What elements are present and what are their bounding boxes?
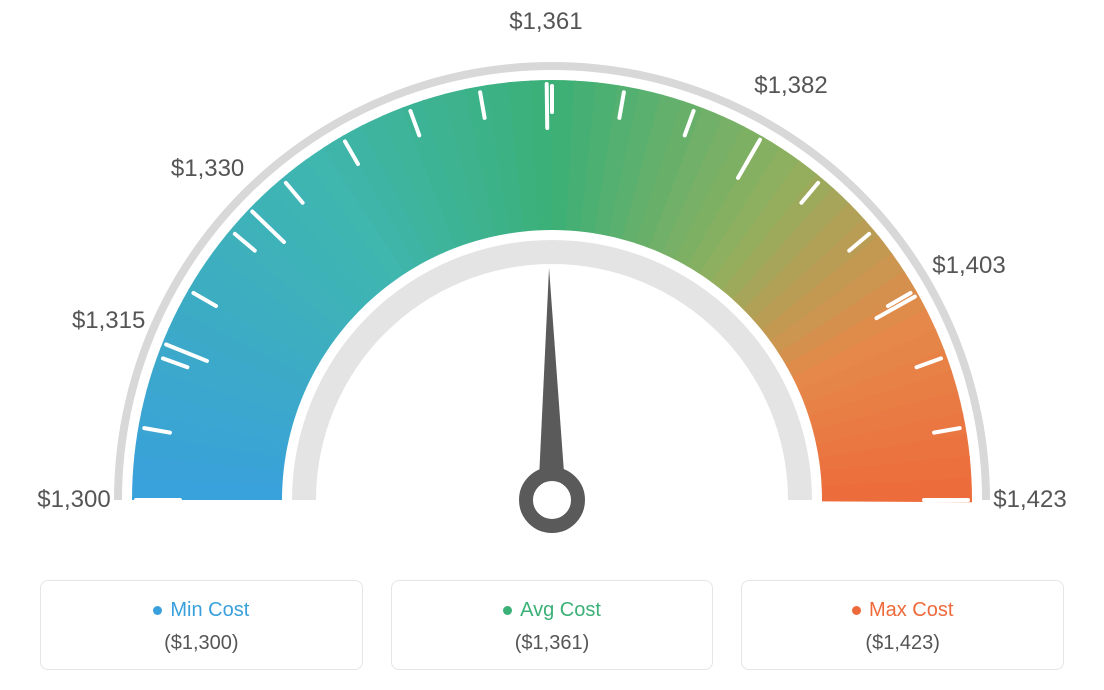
legend-title-avg: Avg Cost [503,599,601,622]
gauge-chart-container: $1,300 $1,315 $1,330 $1,361 $1,382 $1,403 $1,4… [0,0,1104,690]
legend-card-min: Min Cost ($1,300) [40,580,363,670]
legend-title-min: Min Cost [153,599,249,622]
legend-value-min: ($1,300) [51,632,352,655]
gauge-tick-label: $1,330 [171,155,244,183]
legend-title-max: Max Cost [852,599,953,622]
legend-title-text: Avg Cost [520,599,601,622]
legend-row: Min Cost ($1,300) Avg Cost ($1,361) Max … [40,580,1064,670]
gauge-tick-label: $1,315 [72,307,145,335]
legend-value-max: ($1,423) [752,632,1053,655]
legend-title-text: Min Cost [170,599,249,622]
dot-icon [153,606,162,615]
gauge-tick-label: $1,361 [509,8,582,36]
legend-card-avg: Avg Cost ($1,361) [391,580,714,670]
gauge-tick-label: $1,423 [993,486,1066,514]
legend-value-avg: ($1,361) [402,632,703,655]
gauge-tick-label: $1,300 [37,486,110,514]
gauge-tick-label: $1,403 [932,252,1005,280]
dot-icon [852,606,861,615]
gauge-tick-label: $1,382 [754,72,827,100]
gauge-area: $1,300 $1,315 $1,330 $1,361 $1,382 $1,403 $1,4… [0,0,1104,560]
dot-icon [503,606,512,615]
legend-title-text: Max Cost [869,599,953,622]
legend-card-max: Max Cost ($1,423) [741,580,1064,670]
